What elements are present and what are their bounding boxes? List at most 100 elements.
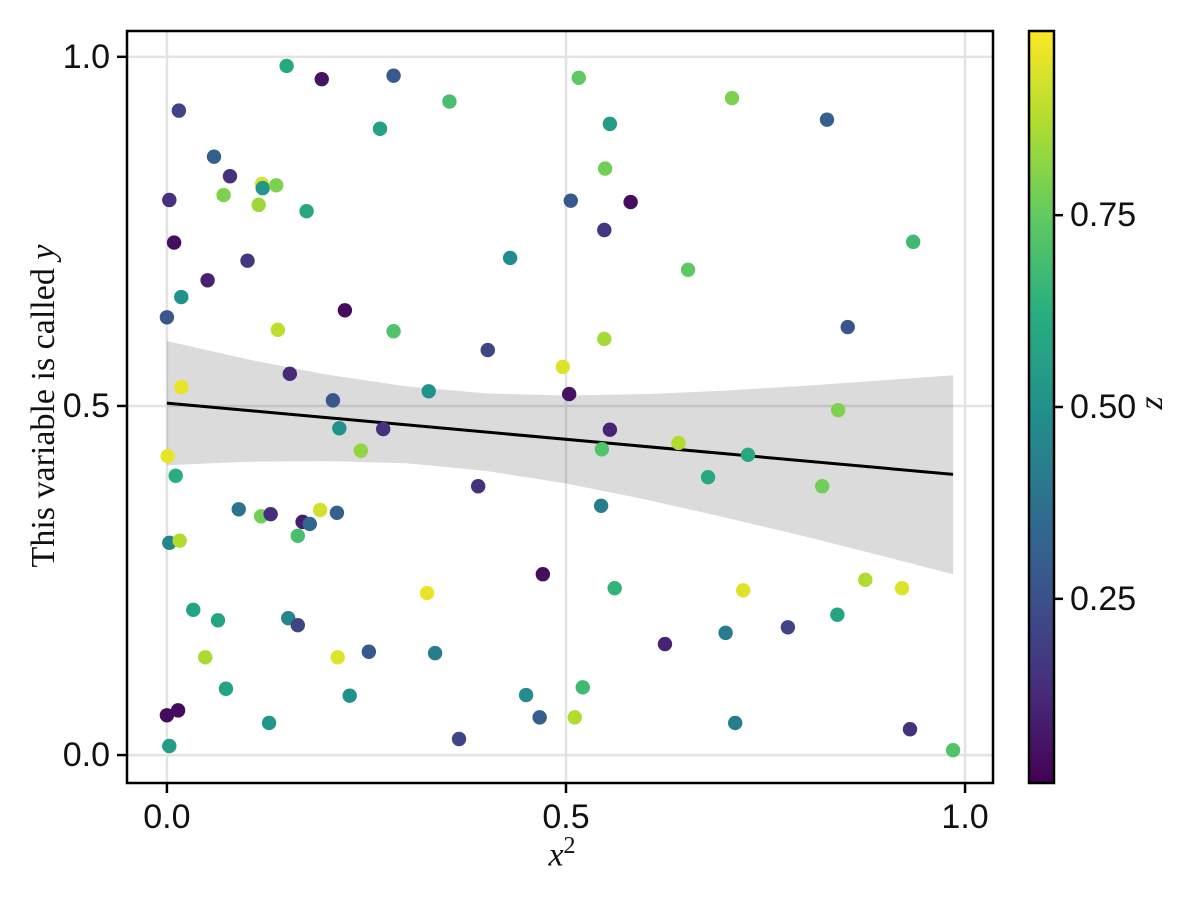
scatter-point (427, 645, 443, 661)
scatter-point (724, 90, 740, 106)
scatter-point (290, 528, 306, 544)
y-axis-label: This variable is called y (25, 206, 63, 606)
scatter-point (240, 253, 255, 268)
x-axis-label-exponent: 2 (563, 833, 576, 859)
scatter-point (186, 602, 201, 618)
scatter-point (421, 384, 436, 399)
scatter-point (269, 178, 284, 193)
scatter-point (945, 742, 961, 758)
scatter-point (470, 479, 486, 494)
colorbar-tick-label: 0.50 (1070, 388, 1137, 426)
scatter-point (342, 688, 357, 703)
scatter-point (255, 180, 270, 196)
scatter-point (561, 386, 577, 402)
scatter-point (819, 112, 835, 127)
colorbar-label: z (1133, 363, 1171, 443)
scatter-point (593, 498, 609, 514)
scatter-point (200, 273, 215, 288)
scatter-point (607, 580, 622, 596)
scatter-point (419, 585, 435, 601)
scatter-point (290, 617, 306, 633)
colorbar-gradient (1029, 31, 1054, 783)
y-tick-label: 0.0 (62, 736, 110, 775)
scatter-point (597, 331, 612, 347)
scatter-point (372, 121, 388, 136)
scatter-point (442, 94, 457, 109)
scatter-point (671, 435, 686, 451)
x-tick-label: 1.0 (941, 798, 989, 836)
scatter-point (172, 533, 187, 548)
x-axis-label: x2 (517, 833, 607, 874)
y-tick-label: 1.0 (62, 37, 110, 76)
scatter-point (623, 194, 638, 210)
scatter-point (314, 71, 329, 87)
scatter-point (657, 636, 673, 652)
scatter-point (222, 169, 238, 184)
scatter-point (174, 379, 189, 395)
scatter-point (376, 421, 391, 437)
scatter-point (555, 359, 570, 375)
scatter-point (735, 583, 751, 598)
scatter-point (532, 710, 547, 725)
scatter-point (353, 443, 369, 458)
scatter-point (159, 708, 175, 723)
scatter-point (597, 222, 612, 238)
scatter-point (218, 681, 234, 696)
scatter-point (480, 342, 495, 358)
scatter-point (718, 625, 733, 641)
scatter-point (282, 366, 298, 382)
y-axis-label-var: y (25, 244, 62, 260)
scatter-point (575, 680, 590, 695)
confidence-band (166, 341, 954, 575)
scatter-point (386, 324, 401, 339)
scatter-point (594, 442, 610, 457)
scatter-point (206, 149, 222, 164)
scatter-point (270, 322, 286, 338)
scatter-point (727, 715, 743, 731)
scatter-point (325, 393, 341, 408)
colorbar-label-var: z (1133, 396, 1170, 410)
scatter-point (162, 738, 177, 754)
regression-line (166, 401, 954, 476)
scatter-point (597, 161, 613, 176)
scatter-point (159, 310, 175, 325)
scatter-point (162, 192, 177, 208)
scatter-point (567, 710, 582, 725)
scatter-point (171, 103, 187, 118)
scatter-point (312, 502, 328, 518)
scatter-point (386, 68, 401, 83)
scatter-point (168, 468, 183, 483)
scatter-point (302, 516, 317, 532)
scatter-point (700, 469, 716, 485)
scatter-point (329, 505, 345, 520)
x-tick-label: 0.0 (143, 798, 191, 836)
scatter-point (216, 187, 231, 203)
y-axis-label-text: This variable is called (25, 259, 62, 568)
scatter-point (160, 449, 175, 464)
scatter-point (337, 303, 353, 318)
scatter-point (502, 250, 518, 266)
colorbar-tick-label: 0.25 (1070, 579, 1137, 618)
scatter-point (602, 116, 618, 132)
scatter-point (174, 289, 189, 305)
scatter-point (680, 262, 696, 277)
scatter-point (299, 203, 314, 219)
scatter-point (198, 650, 213, 665)
scatter-point (166, 235, 182, 250)
scatter-point (840, 319, 855, 335)
scatter-point (894, 580, 910, 596)
x-axis-label-var: x (548, 836, 564, 874)
scatter-point (361, 644, 377, 659)
scatter-point (602, 422, 618, 437)
scatter-point (330, 650, 345, 665)
scatter-point (231, 502, 246, 517)
colorbar-tick-label: 0.75 (1070, 196, 1137, 235)
scatter-point (279, 58, 294, 74)
scatter-point (251, 197, 266, 213)
scatter-point (905, 234, 921, 250)
scatter-point (451, 731, 467, 747)
scatter-point (830, 402, 846, 418)
scatter-point (263, 506, 278, 522)
scatter-point (210, 613, 226, 628)
